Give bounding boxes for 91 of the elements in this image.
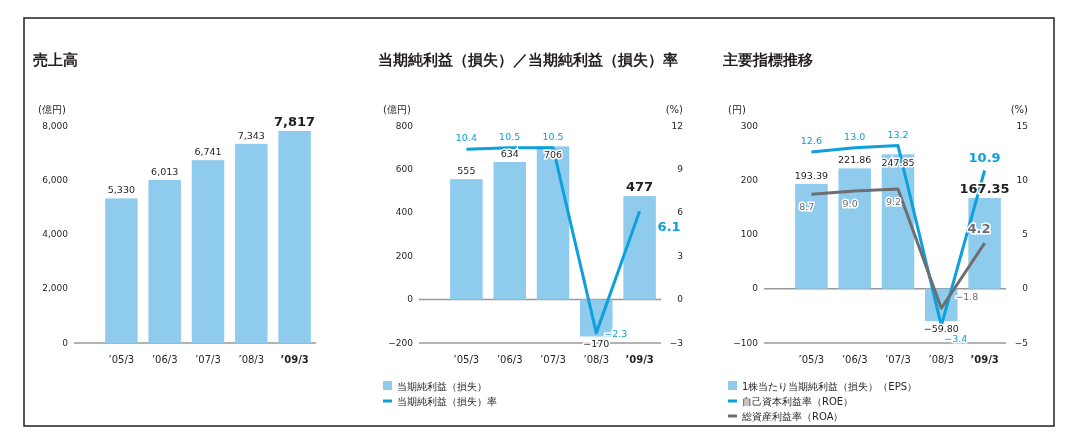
y-tick-label: 6,000 bbox=[42, 174, 69, 185]
y2-axis-title: (%) bbox=[665, 104, 684, 115]
data-label: 10.4 bbox=[455, 132, 477, 144]
y-tick-label: 400 bbox=[395, 207, 414, 218]
y-tick-label: 200 bbox=[395, 250, 414, 261]
y-axis-title: (億円) bbox=[38, 104, 66, 115]
y-tick-label: −100 bbox=[733, 337, 759, 348]
data-label: 13.0 bbox=[844, 130, 866, 142]
y2-tick-label: 0 bbox=[677, 294, 684, 305]
data-label: −2.3 bbox=[604, 327, 628, 339]
legend-label: 1株当たり当期純利益（損失）（EPS） bbox=[742, 381, 918, 392]
y-tick-label: −200 bbox=[388, 337, 414, 348]
x-tick-label: ’07/3 bbox=[885, 354, 911, 365]
y2-tick-label: 3 bbox=[677, 250, 683, 261]
x-tick-label: ’09/3 bbox=[970, 354, 999, 365]
y2-tick-label: 6 bbox=[677, 207, 684, 218]
y-tick-label: 800 bbox=[395, 120, 414, 131]
data-label: 6,013 bbox=[151, 165, 179, 177]
bar bbox=[493, 162, 526, 300]
legend-label: 自己資本利益率（ROE） bbox=[742, 396, 854, 407]
chart-title: 売上高 bbox=[33, 51, 78, 69]
y-tick-label: 2,000 bbox=[42, 283, 69, 294]
data-label: 6,741 bbox=[194, 146, 222, 158]
y2-tick-label: 9 bbox=[677, 163, 684, 174]
chart-title: 当期純利益（損失）／当期純利益（損失）率 bbox=[378, 51, 678, 69]
bar bbox=[623, 196, 656, 300]
y2-tick-label: 0 bbox=[1022, 283, 1029, 294]
legend-label: 総資産利益率（ROA） bbox=[741, 411, 844, 422]
y2-tick-label: 15 bbox=[1016, 120, 1028, 131]
x-tick-label: ’07/3 bbox=[195, 354, 221, 365]
bar bbox=[536, 146, 570, 300]
data-label: 9.0 bbox=[842, 198, 858, 210]
x-tick-label: ’09/3 bbox=[625, 354, 654, 365]
y2-tick-label: 12 bbox=[671, 120, 683, 131]
y2-tick-label: 10 bbox=[1016, 174, 1029, 185]
y-tick-label: 200 bbox=[740, 174, 759, 185]
y-tick-label: 100 bbox=[740, 229, 759, 239]
bar bbox=[278, 130, 311, 343]
x-tick-label: ’06/3 bbox=[841, 354, 868, 365]
data-label: 9.2 bbox=[885, 195, 901, 207]
chart-title: 主要指標推移 bbox=[722, 51, 813, 69]
x-tick-label: ’05/3 bbox=[108, 354, 135, 365]
data-label: 477 bbox=[626, 179, 654, 195]
x-tick-label: ’07/3 bbox=[540, 354, 566, 365]
y-axis-title: (億円) bbox=[383, 104, 411, 115]
data-label: 10.5 bbox=[542, 130, 564, 142]
x-tick-label: ’06/3 bbox=[496, 354, 523, 365]
data-label: −170 bbox=[583, 338, 610, 350]
legend-label: 当期純利益（損失） bbox=[397, 381, 487, 392]
y2-tick-label: 5 bbox=[1022, 229, 1028, 239]
y2-tick-label: −3 bbox=[669, 337, 683, 348]
data-label: 221.86 bbox=[838, 154, 872, 166]
data-label: 555 bbox=[457, 165, 476, 177]
data-label: 8.7 bbox=[799, 201, 815, 213]
x-tick-label: ’08/3 bbox=[583, 354, 610, 365]
data-label: 6.1 bbox=[657, 219, 681, 235]
y-tick-label: 600 bbox=[395, 163, 414, 174]
bar bbox=[450, 179, 483, 300]
bar bbox=[235, 143, 268, 343]
data-label: 10.9 bbox=[968, 150, 1001, 166]
data-label: 12.6 bbox=[800, 135, 822, 147]
y-tick-label: 0 bbox=[407, 294, 414, 305]
bar bbox=[105, 198, 138, 343]
data-label: 7,343 bbox=[237, 129, 265, 141]
y-tick-label: 300 bbox=[740, 120, 759, 131]
y-tick-label: 8,000 bbox=[42, 120, 69, 131]
data-label: 13.2 bbox=[887, 128, 909, 140]
data-label: 193.39 bbox=[794, 169, 829, 181]
x-tick-label: ’06/3 bbox=[151, 354, 178, 365]
x-tick-label: ’08/3 bbox=[928, 354, 955, 365]
data-label: −3.4 bbox=[944, 332, 968, 344]
x-tick-label: ’05/3 bbox=[798, 354, 825, 365]
y-axis-title: (円) bbox=[728, 104, 746, 115]
data-label: 5,330 bbox=[107, 184, 135, 196]
legend-label: 当期純利益（損失）率 bbox=[397, 396, 497, 407]
x-tick-label: ’05/3 bbox=[453, 354, 480, 365]
bar bbox=[795, 183, 828, 289]
data-label: 10.5 bbox=[499, 130, 521, 142]
bar bbox=[191, 160, 225, 343]
data-label: −59.80 bbox=[923, 323, 959, 335]
data-label: 7,817 bbox=[274, 113, 316, 129]
y2-axis-title: (%) bbox=[1010, 104, 1029, 115]
x-tick-label: ’08/3 bbox=[238, 354, 265, 365]
x-tick-label: ’09/3 bbox=[280, 354, 309, 365]
y-tick-label: 4,000 bbox=[42, 229, 69, 239]
y2-tick-label: −5 bbox=[1014, 337, 1028, 348]
bar bbox=[148, 179, 181, 343]
data-label: 634 bbox=[500, 148, 519, 160]
y-tick-label: 0 bbox=[752, 283, 759, 294]
bar bbox=[838, 168, 871, 289]
y-tick-label: 0 bbox=[62, 337, 69, 348]
